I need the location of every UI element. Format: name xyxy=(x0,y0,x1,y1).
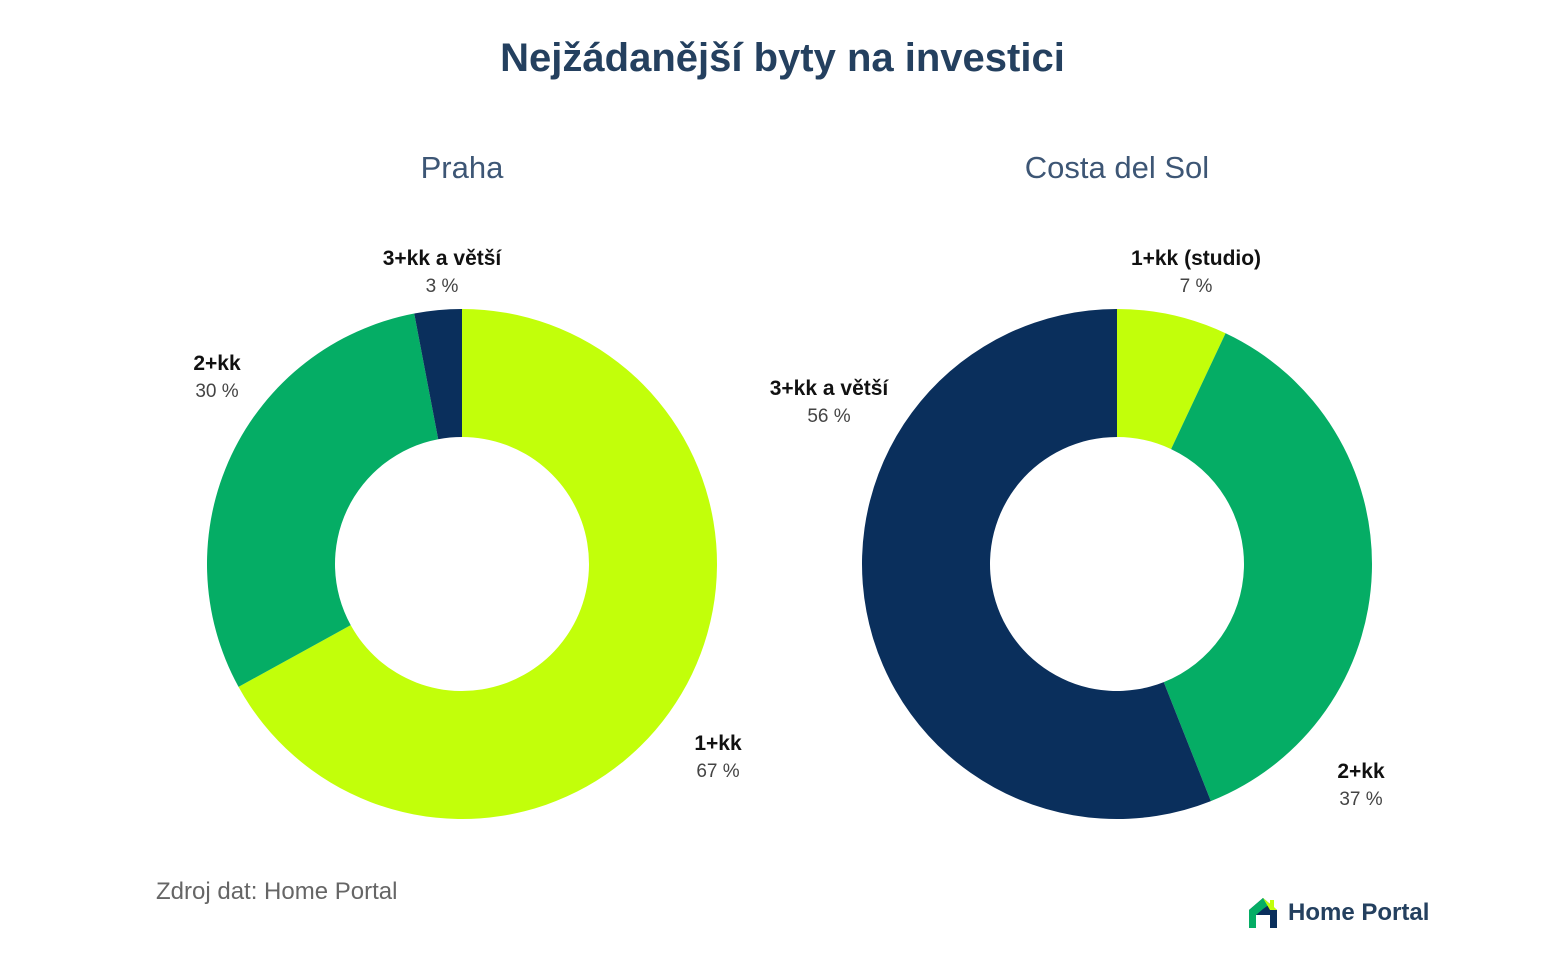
chart1-slice-1-label: 2+kk xyxy=(1337,760,1385,783)
chart1-slice-0 xyxy=(1117,309,1226,450)
chart0-slice-2 xyxy=(414,309,462,440)
chart1-slice-2-value: 56 % xyxy=(807,406,850,427)
chart1-slice-2-label: 3+kk a větší xyxy=(770,377,890,400)
logo-text: Home Portal xyxy=(1288,899,1430,926)
chart1-slice-2 xyxy=(861,309,1211,819)
chart-title: Nejžádanější byty na investici xyxy=(500,36,1065,80)
chart0-slice-0-value: 67 % xyxy=(696,761,739,782)
chart0-slice-2-label: 3+kk a větší xyxy=(383,247,503,270)
costa-del-sol-chart-title: Costa del Sol xyxy=(1024,150,1210,185)
house-icon xyxy=(1249,898,1277,928)
chart1-slice-1 xyxy=(1163,333,1372,802)
chart1-slice-0-value: 7 % xyxy=(1180,276,1213,297)
chart1-slice-1-value: 37 % xyxy=(1339,789,1382,810)
chart0-slice-0-label: 1+kk xyxy=(694,732,742,755)
praha-chart-title: Praha xyxy=(420,150,504,185)
chart0-slice-1-value: 30 % xyxy=(195,381,238,402)
chart0-slice-1-label: 2+kk xyxy=(193,352,241,375)
data-source-note: Zdroj dat: Home Portal xyxy=(156,878,398,905)
chart0-slice-0 xyxy=(238,309,717,820)
chart0-slice-2-value: 3 % xyxy=(426,276,459,297)
chart0-slice-1 xyxy=(207,313,439,687)
home-portal-logo: Home Portal xyxy=(1246,895,1429,931)
chart1-slice-0-label: 1+kk (studio) xyxy=(1131,247,1261,270)
